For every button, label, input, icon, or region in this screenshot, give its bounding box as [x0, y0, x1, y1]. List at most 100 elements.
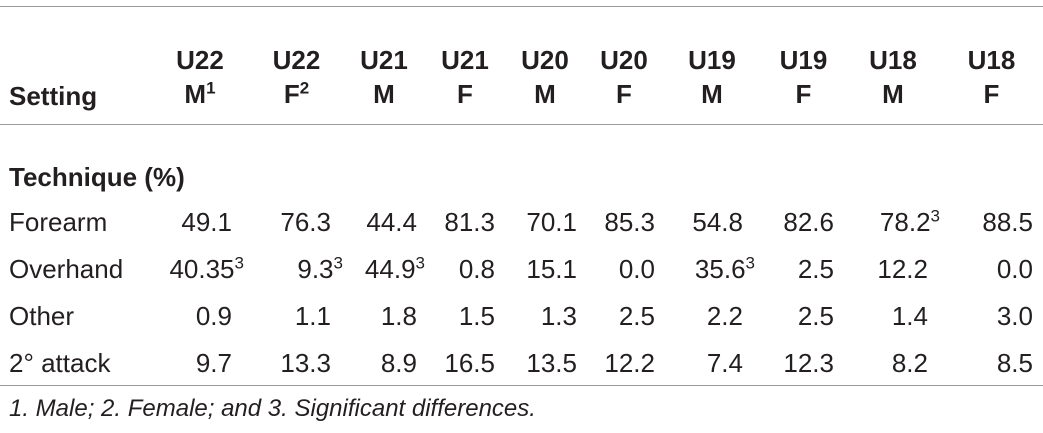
column-sex: F	[940, 77, 1043, 111]
table-cell: 1.5	[425, 292, 505, 339]
cell-value: 1.3	[540, 300, 577, 331]
cell-value: 88.5	[982, 206, 1033, 237]
column-header: U18 F	[940, 7, 1043, 124]
section-title: Technique (%)	[9, 162, 185, 192]
column-sex-label: M	[534, 79, 556, 109]
table-cell: 81.3	[425, 198, 505, 245]
table-cell: 1.3	[505, 292, 585, 339]
cell-value: 8.2	[891, 347, 928, 378]
column-sex-label: F	[457, 79, 473, 109]
significance-marker: 3	[415, 253, 425, 273]
cell-value: 0.8	[458, 253, 495, 284]
table-cell: 8.2	[846, 339, 940, 386]
column-header: U20 F	[585, 7, 663, 124]
table-cell: 2.5	[761, 245, 846, 292]
table-cell: 49.1	[150, 198, 250, 245]
column-header: U19 M	[663, 7, 761, 124]
table-cell: 1.1	[250, 292, 343, 339]
table-cell: 12.2	[846, 245, 940, 292]
setting-header: Setting	[9, 81, 98, 111]
column-age-group: U19	[779, 45, 828, 75]
column-header: U21 F	[425, 7, 505, 124]
cell-value: 2.2	[706, 300, 743, 331]
column-age-group: U20	[600, 45, 648, 75]
column-sex: M	[343, 77, 425, 111]
cell-value: 1.8	[380, 300, 417, 331]
cell-value: 0.0	[618, 253, 655, 284]
table-cell: 12.2	[585, 339, 663, 386]
cell-value: 0.9	[195, 300, 232, 331]
column-age-group: U20	[521, 45, 569, 75]
cell-value: 44.9	[364, 253, 416, 284]
cell-value: 2.5	[797, 300, 834, 331]
column-sex: F	[425, 77, 505, 111]
row-label: Overhand	[9, 253, 124, 284]
column-sex-label: F	[983, 79, 1000, 109]
table-cell: 8.9	[343, 339, 425, 386]
table-cell: 2.2	[663, 292, 761, 339]
cell-value: 49.1	[181, 206, 232, 237]
column-sex: F2	[250, 77, 343, 111]
column-age-group: U21	[360, 45, 408, 75]
column-age-group: U21	[441, 45, 489, 75]
row-label: 2° attack	[9, 347, 111, 378]
cell-value: 1.5	[458, 300, 495, 331]
cell-value: 35.6	[694, 253, 746, 284]
cell-value: 8.9	[380, 347, 417, 378]
table-cell: 13.5	[505, 339, 585, 386]
column-age-group: U22	[272, 45, 321, 75]
cell-value: 0.0	[996, 253, 1033, 284]
cell-value: 70.1	[526, 206, 577, 237]
cell-value: 54.8	[692, 206, 743, 237]
table-cell: 1.4	[846, 292, 940, 339]
cell-value: 76.3	[280, 206, 331, 237]
table-row: Forearm 49.1 76.3 44.4 81.3 70.1 85.3 54.8 82.6 7…	[0, 198, 1043, 245]
table-cell: 82.6	[761, 198, 846, 245]
cell-value: 2.5	[618, 300, 655, 331]
table-cell: 15.1	[505, 245, 585, 292]
significance-marker: 3	[234, 253, 244, 273]
cell-value: 12.2	[604, 347, 655, 378]
column-header: U22 F2	[250, 7, 343, 124]
cell-value: 78.2	[879, 206, 931, 237]
cell-value: 13.3	[280, 347, 331, 378]
table-bottom-rule	[0, 385, 1043, 386]
table-cell: 1.8	[343, 292, 425, 339]
cell-value: 12.3	[783, 347, 834, 378]
cell-value: 16.5	[444, 347, 495, 378]
column-age-group: U19	[688, 45, 736, 75]
column-sex-label: F	[283, 79, 300, 109]
cell-value: 85.3	[604, 206, 655, 237]
column-sex: M1	[150, 77, 250, 111]
cell-value: 1.1	[294, 300, 331, 331]
table-cell: 85.3	[585, 198, 663, 245]
cell-value: 2.5	[797, 253, 834, 284]
table-cell: 3.0	[940, 292, 1043, 339]
table-cell: 2.5	[585, 292, 663, 339]
cell-value: 82.6	[783, 206, 834, 237]
table-cell: 16.5	[425, 339, 505, 386]
table-cell: 7.4	[663, 339, 761, 386]
table-cell: 0.8	[425, 245, 505, 292]
cell-value: 81.3	[444, 206, 495, 237]
table-header-rule	[0, 124, 1043, 125]
table-cell: 70.1	[505, 198, 585, 245]
column-header: U20 M	[505, 7, 585, 124]
table-cell: 0.0	[940, 245, 1043, 292]
table-top-rule	[0, 6, 1043, 7]
column-header: U22 M1	[150, 7, 250, 124]
significance-marker: 3	[333, 253, 343, 273]
column-sex: F	[585, 77, 663, 111]
cell-value: 44.4	[366, 206, 417, 237]
column-sex-label: F	[616, 79, 632, 109]
technique-table: Setting U22 M1 U22 F2 U21 M U21 F U20 M U20 F U19 M U1…	[0, 7, 1043, 386]
column-sex-label: M	[184, 79, 207, 109]
cell-value: 7.4	[706, 347, 743, 378]
column-header: U19 F	[761, 7, 846, 124]
column-sex-label: M	[882, 79, 904, 109]
footnote-marker: 1	[206, 78, 216, 98]
cell-value: 40.35	[169, 253, 235, 284]
column-sex: M	[505, 77, 585, 111]
header-row: Setting U22 M1 U22 F2 U21 M U21 F U20 M U20 F U19 M U1…	[0, 7, 1043, 124]
table-cell: 9.33	[250, 245, 343, 292]
